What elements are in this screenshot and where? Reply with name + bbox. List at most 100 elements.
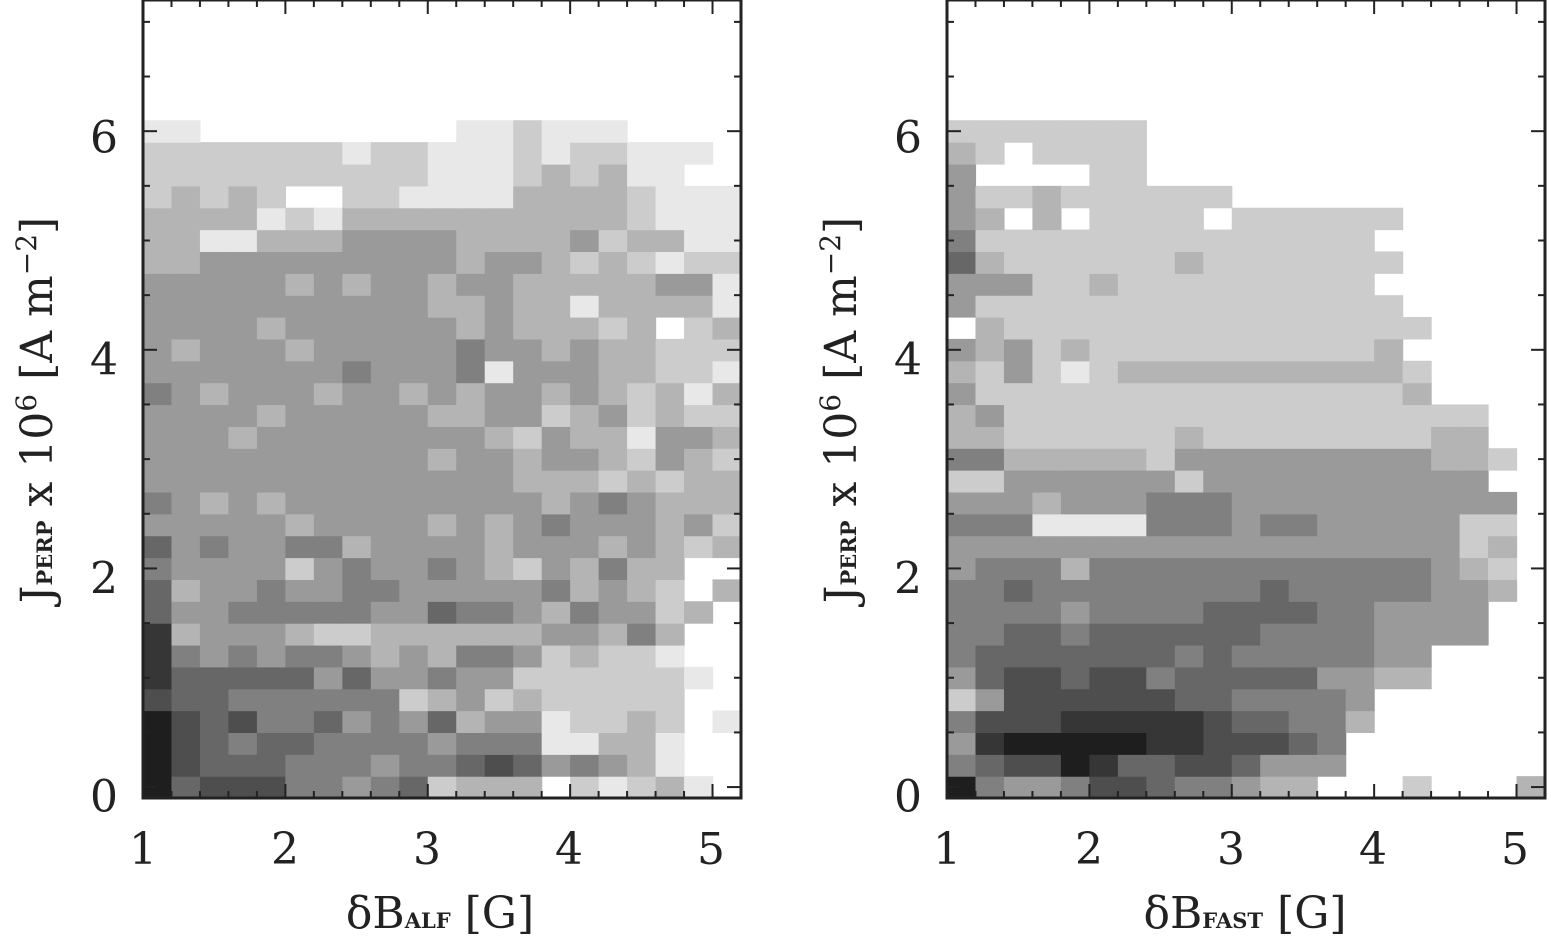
heatmap-cell bbox=[199, 644, 230, 668]
heatmap-cell bbox=[541, 426, 571, 449]
heatmap-cell bbox=[143, 601, 173, 624]
heatmap-cell bbox=[1003, 732, 1034, 755]
heatmap-cell bbox=[1003, 666, 1034, 690]
heatmap-cell bbox=[171, 535, 201, 559]
heatmap-cell bbox=[1174, 666, 1204, 690]
heatmap-cell bbox=[484, 513, 514, 537]
heatmap-cell bbox=[1231, 535, 1261, 559]
heatmap-cell bbox=[143, 404, 173, 427]
heatmap-cell bbox=[256, 557, 286, 580]
heatmap-cell bbox=[947, 579, 977, 602]
heatmap-cell bbox=[1260, 426, 1290, 449]
heatmap-cell bbox=[570, 491, 600, 515]
heatmap-cell bbox=[484, 382, 514, 406]
heatmap-cell bbox=[313, 251, 343, 274]
heatmap-cell bbox=[1402, 666, 1432, 690]
heatmap-cell bbox=[1032, 382, 1062, 406]
heatmap-cell bbox=[370, 251, 400, 274]
heatmap-cell bbox=[1374, 601, 1404, 624]
heatmap-cell bbox=[1345, 601, 1375, 624]
y-tick-label: 0 bbox=[90, 772, 118, 823]
heatmap-cell bbox=[1231, 251, 1261, 274]
heatmap-cell bbox=[1003, 338, 1034, 362]
heatmap-cell bbox=[627, 513, 657, 537]
heatmap-fast bbox=[947, 120, 1546, 799]
heatmap-cell bbox=[975, 579, 1005, 602]
heatmap-cell bbox=[199, 732, 230, 755]
heatmap-cell bbox=[1089, 317, 1119, 340]
heatmap-cell bbox=[1203, 185, 1233, 209]
heatmap-cell bbox=[975, 338, 1005, 362]
heatmap-cell bbox=[1174, 557, 1204, 580]
heatmap-cell bbox=[947, 644, 977, 668]
heatmap-cell bbox=[541, 360, 571, 384]
heatmap-cell bbox=[1203, 557, 1233, 580]
heatmap-cell bbox=[313, 338, 343, 362]
heatmap-cell bbox=[1260, 688, 1290, 712]
heatmap-cell bbox=[342, 229, 372, 253]
heatmap-cell bbox=[627, 732, 657, 755]
heatmap-cell bbox=[1374, 644, 1404, 668]
heatmap-cell bbox=[598, 644, 628, 668]
heatmap-cell bbox=[1089, 644, 1119, 668]
heatmap-cell bbox=[1317, 470, 1347, 493]
heatmap-cell bbox=[1089, 426, 1119, 449]
heatmap-cell bbox=[1231, 688, 1261, 712]
heatmap-cell bbox=[313, 688, 343, 712]
heatmap-cell bbox=[1174, 295, 1204, 318]
heatmap-cell bbox=[370, 710, 400, 734]
heatmap-cell bbox=[1317, 207, 1347, 231]
heatmap-cell bbox=[1488, 491, 1518, 515]
heatmap-cell bbox=[1260, 754, 1290, 777]
heatmap-cell bbox=[1146, 623, 1176, 646]
x-tick-label: 1 bbox=[933, 824, 961, 875]
heatmap-cell bbox=[228, 185, 258, 209]
heatmap-cell bbox=[399, 273, 429, 296]
heatmap-cell bbox=[1345, 688, 1375, 712]
heatmap-cell bbox=[1089, 120, 1119, 143]
heatmap-cell bbox=[1146, 513, 1176, 537]
heatmap-cell bbox=[1459, 535, 1489, 559]
heatmap-cell bbox=[541, 557, 571, 580]
heatmap-cell bbox=[627, 557, 657, 580]
heatmap-cell bbox=[1174, 185, 1204, 209]
heatmap-cell bbox=[171, 360, 201, 384]
heatmap-cell bbox=[285, 776, 315, 799]
heatmap-cell bbox=[1203, 579, 1233, 602]
heatmap-cell bbox=[1288, 338, 1318, 362]
heatmap-cell bbox=[256, 317, 286, 340]
heatmap-cell bbox=[228, 295, 258, 318]
heatmap-cell bbox=[1003, 710, 1034, 734]
heatmap-cell bbox=[143, 251, 173, 274]
heatmap-cell bbox=[655, 163, 685, 187]
heatmap-cell bbox=[1174, 338, 1204, 362]
heatmap-cell bbox=[513, 426, 543, 449]
heatmap-cell bbox=[1117, 491, 1147, 515]
heatmap-cell bbox=[684, 207, 714, 231]
y-axis-label-alfven: JPERP x 106 [A m−2] bbox=[10, 217, 64, 607]
heatmap-cell bbox=[655, 295, 685, 318]
heatmap-cell bbox=[947, 666, 977, 690]
heatmap-cell bbox=[541, 644, 571, 668]
heatmap-cell bbox=[1231, 513, 1261, 537]
heatmap-cell bbox=[342, 317, 372, 340]
y-tick-label: 2 bbox=[90, 554, 118, 605]
heatmap-cell bbox=[570, 644, 600, 668]
heatmap-cell bbox=[199, 229, 230, 253]
heatmap-cell bbox=[370, 470, 400, 493]
heatmap-cell bbox=[484, 317, 514, 340]
heatmap-cell bbox=[1402, 426, 1432, 449]
heatmap-cell bbox=[1060, 382, 1090, 406]
heatmap-cell bbox=[427, 601, 457, 624]
heatmap-cell bbox=[1003, 579, 1034, 602]
heatmap-cell bbox=[655, 426, 685, 449]
heatmap-cell bbox=[171, 163, 201, 187]
heatmap-cell bbox=[342, 732, 372, 755]
heatmap-cell bbox=[228, 623, 258, 646]
heatmap-cell bbox=[1345, 338, 1375, 362]
heatmap-cell bbox=[1089, 360, 1119, 384]
heatmap-cell bbox=[399, 185, 429, 209]
heatmap-cell bbox=[171, 623, 201, 646]
heatmap-cell bbox=[1117, 732, 1147, 755]
heatmap-cell bbox=[1032, 710, 1062, 734]
